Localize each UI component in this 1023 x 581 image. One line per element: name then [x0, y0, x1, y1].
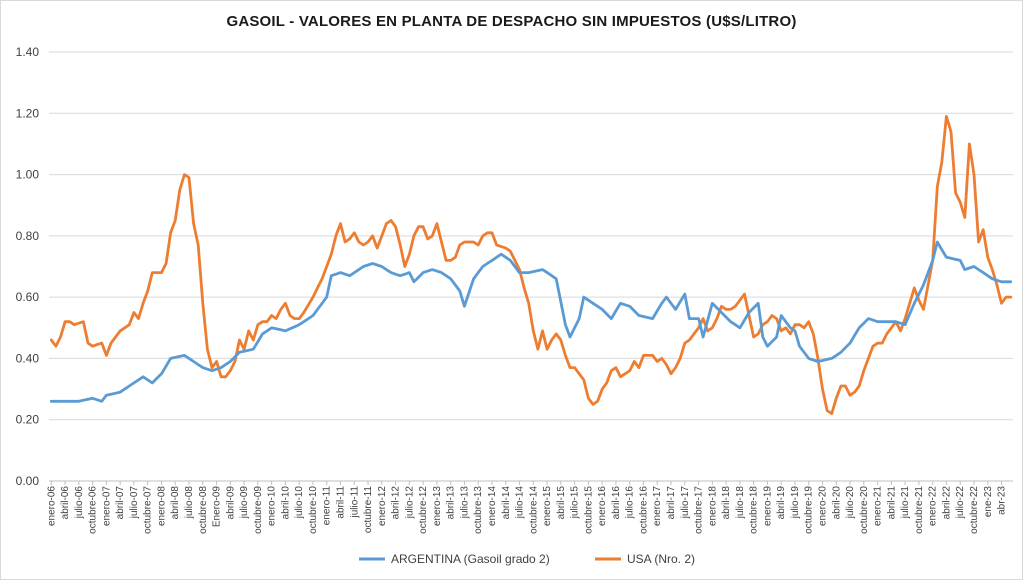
x-tick-label: octubre-16	[638, 486, 649, 534]
x-tick-label: enero-19	[762, 486, 773, 526]
x-tick-label: julio-12	[404, 486, 415, 520]
x-tick-label: octubre-06	[88, 486, 99, 534]
x-tick-label: octubre-09	[253, 486, 264, 534]
x-tick-label: abril-17	[666, 486, 677, 520]
x-tick-label: enero-08	[156, 486, 167, 526]
x-tick-label: enero-06	[46, 486, 57, 526]
x-tick-label: julio-07	[129, 486, 140, 520]
x-tick-label: abril-20	[831, 486, 842, 520]
x-tick-label: enero-16	[597, 486, 608, 526]
x-tick-label: octubre-18	[749, 486, 760, 534]
x-tick-label: octubre-19	[804, 486, 815, 534]
y-tick-label: 0.40	[16, 351, 40, 365]
x-tick-label: octubre-15	[583, 486, 594, 534]
y-tick-label: 1.00	[16, 168, 40, 182]
x-tick-label: abril-07	[115, 486, 126, 520]
x-tick-label: octubre-12	[418, 486, 429, 534]
x-tick-label: julio-08	[184, 486, 195, 520]
x-tick-label: abril-06	[60, 486, 71, 520]
legend-usa-label: USA (Nro. 2)	[627, 552, 695, 566]
x-tick-label: enero-07	[101, 486, 112, 526]
x-tick-label: abril-19	[776, 486, 787, 520]
x-tick-label: octubre-10	[308, 486, 319, 534]
x-tick-label: enero-12	[377, 486, 388, 526]
x-tick-label: enero-22	[928, 486, 939, 526]
x-tick-label: julio-21	[900, 486, 911, 520]
legend-argentina-label: ARGENTINA (Gasoil grado 2)	[391, 552, 550, 566]
x-tick-label: octubre-21	[914, 486, 925, 534]
x-tick-label: julio-16	[625, 486, 636, 520]
x-tick-label: octubre-13	[473, 486, 484, 534]
x-tick-label: octubre-22	[969, 486, 980, 534]
x-tick-label: abril-14	[501, 486, 512, 520]
x-tick-label: abril-12	[391, 486, 402, 520]
x-tick-label: abril-10	[280, 486, 291, 520]
y-tick-label: 0.20	[16, 413, 40, 427]
x-tick-label: octubre-17	[694, 486, 705, 534]
x-tick-label: octubre-20	[859, 486, 870, 534]
series-line-usa	[49, 115, 1013, 415]
x-tick-label: ene-23	[983, 486, 994, 518]
y-tick-label: 1.40	[16, 45, 40, 59]
y-tick-label: 1.20	[16, 106, 40, 120]
x-tick-label: julio-18	[735, 486, 746, 520]
x-tick-label: octubre-14	[528, 486, 539, 534]
x-tick-label: enero-10	[267, 486, 278, 526]
x-tick-label: julio-20	[845, 486, 856, 520]
x-tick-label: abril-13	[446, 486, 457, 520]
x-tick-label: abril-21	[886, 486, 897, 520]
x-tick-label: abr-23	[997, 486, 1008, 515]
x-tick-label: enero-13	[432, 486, 443, 526]
x-tick-label: octubre-11	[363, 486, 374, 534]
x-tick-label: abril-16	[611, 486, 622, 520]
x-tick-label: enero-20	[817, 486, 828, 526]
x-tick-label: abril-08	[170, 486, 181, 520]
x-tick-label: abril-09	[225, 486, 236, 520]
x-tick-label: abril-15	[556, 486, 567, 520]
x-tick-label: enero-15	[542, 486, 553, 526]
x-tick-label: octubre-08	[198, 486, 209, 534]
x-tick-label: julio-09	[239, 486, 250, 520]
x-tick-label: abril-18	[721, 486, 732, 520]
x-tick-label: abril-22	[941, 486, 952, 520]
x-tick-label: julio-10	[294, 486, 305, 520]
x-tick-label: julio-11	[349, 486, 360, 519]
x-tick-label: julio-17	[680, 486, 691, 520]
x-tick-label: enero-11	[322, 486, 333, 526]
chart-title: GASOIL - VALORES EN PLANTA DE DESPACHO S…	[226, 13, 797, 30]
x-tick-label: julio-19	[790, 486, 801, 520]
x-tick-label: abril-11	[335, 486, 346, 519]
y-tick-label: 0.60	[16, 290, 40, 304]
x-tick-label: julio-06	[74, 486, 85, 520]
x-tick-label: octubre-07	[143, 486, 154, 534]
x-tick-label: julio-15	[570, 486, 581, 520]
x-tick-label: julio-22	[955, 486, 966, 520]
x-tick-label: enero-21	[873, 486, 884, 526]
x-tick-label: enero-18	[707, 486, 718, 526]
x-tick-label: Enero-09	[212, 486, 223, 528]
x-tick-label: enero-14	[487, 486, 498, 526]
y-tick-label: 0.80	[16, 229, 40, 243]
x-tick-label: julio-13	[459, 486, 470, 520]
x-tick-label: julio-14	[515, 486, 526, 520]
x-tick-label: enero-17	[652, 486, 663, 526]
series-line-argentina	[49, 240, 1013, 403]
y-tick-label: 0.00	[16, 474, 40, 488]
